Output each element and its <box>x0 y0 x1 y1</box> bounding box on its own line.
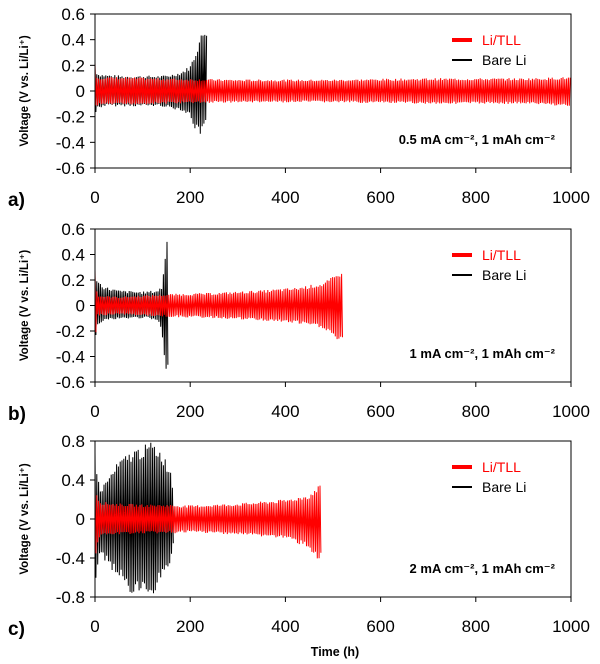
legend-label-li-tll: Li/TLL <box>482 247 521 263</box>
x-tick-label: 400 <box>271 402 299 421</box>
y-tick-label: -0.2 <box>56 322 85 341</box>
condition-annotation: 0.5 mA cm⁻², 1 mAh cm⁻² <box>399 132 556 147</box>
y-tick-label: 0.6 <box>61 220 85 239</box>
panel-3: 0.8 0.4 0 -0.4 -0.8 0 200 400 600 800 1000 Voltage … <box>8 432 590 640</box>
condition-annotation: 2 mA cm⁻², 1 mAh cm⁻² <box>410 561 556 576</box>
panels-group: 0.6 0.4 0.2 0 -0.2 -0.4 -0.6 0 200 400 600 800 1000 V… <box>8 5 590 640</box>
y-tick-label: 0.4 <box>61 31 85 50</box>
y-tick-label: 0.4 <box>61 471 85 490</box>
x-tick-label: 1000 <box>552 617 590 636</box>
legend-label-bare-li: Bare Li <box>482 52 526 68</box>
y-tick-label: -0.8 <box>56 588 85 607</box>
x-tick-label: 600 <box>366 188 394 207</box>
y-tick-label: 0 <box>76 82 85 101</box>
y-tick-label: 0.4 <box>61 246 85 265</box>
condition-annotation: 1 mA cm⁻², 1 mAh cm⁻² <box>410 346 556 361</box>
panel-2: 0.6 0.4 0.2 0 -0.2 -0.4 -0.6 0 200 400 600 800 1000 V… <box>8 220 590 425</box>
y-tick-label: 0 <box>76 297 85 316</box>
x-axis-label: Time (h) <box>311 645 359 659</box>
x-tick-label: 0 <box>90 402 99 421</box>
x-tick-label: 0 <box>90 188 99 207</box>
y-tick-label: -0.2 <box>56 108 85 127</box>
x-tick-label: 1000 <box>552 402 590 421</box>
series-li-tll-line <box>94 269 343 340</box>
y-tick-label: -0.6 <box>56 159 85 178</box>
legend-label-li-tll: Li/TLL <box>482 32 521 48</box>
legend-label-bare-li: Bare Li <box>482 479 526 495</box>
x-tick-label: 800 <box>462 402 490 421</box>
legend-label-bare-li: Bare Li <box>482 267 526 283</box>
legend-label-li-tll: Li/TLL <box>482 459 521 475</box>
y-tick-label: -0.6 <box>56 373 85 392</box>
panel-1: 0.6 0.4 0.2 0 -0.2 -0.4 -0.6 0 200 400 600 800 1000 V… <box>8 5 590 211</box>
y-axis-label: Voltage (V vs. Li/Li⁺) <box>19 35 31 146</box>
panel-label: c) <box>8 619 25 640</box>
x-tick-label: 400 <box>271 188 299 207</box>
x-tick-label: 800 <box>462 617 490 636</box>
series-li-tll-line <box>94 485 322 559</box>
x-tick-label: 400 <box>271 617 299 636</box>
y-tick-label: -0.4 <box>56 348 85 367</box>
x-tick-label: 800 <box>462 188 490 207</box>
x-tick-label: 600 <box>366 402 394 421</box>
x-tick-label: 600 <box>366 617 394 636</box>
x-tick-label: 200 <box>176 617 204 636</box>
y-axis-label: Voltage (V vs. Li/Li⁺) <box>19 463 31 574</box>
panel-label: a) <box>8 190 25 211</box>
y-tick-label: -0.4 <box>56 549 85 568</box>
series-li-tll-line <box>94 62 571 106</box>
x-tick-label: 1000 <box>552 188 590 207</box>
x-tick-label: 200 <box>176 402 204 421</box>
panel-label: b) <box>8 404 26 425</box>
y-tick-label: 0 <box>76 510 85 529</box>
y-tick-label: 0.8 <box>61 432 85 451</box>
y-tick-label: 0.2 <box>61 271 85 290</box>
x-tick-label: 200 <box>176 188 204 207</box>
y-tick-label: -0.4 <box>56 133 85 152</box>
x-tick-label: 0 <box>90 617 99 636</box>
y-tick-label: 0.2 <box>61 56 85 75</box>
y-tick-label: 0.6 <box>61 5 85 24</box>
y-axis-label: Voltage (V vs. Li/Li⁺) <box>19 250 31 361</box>
